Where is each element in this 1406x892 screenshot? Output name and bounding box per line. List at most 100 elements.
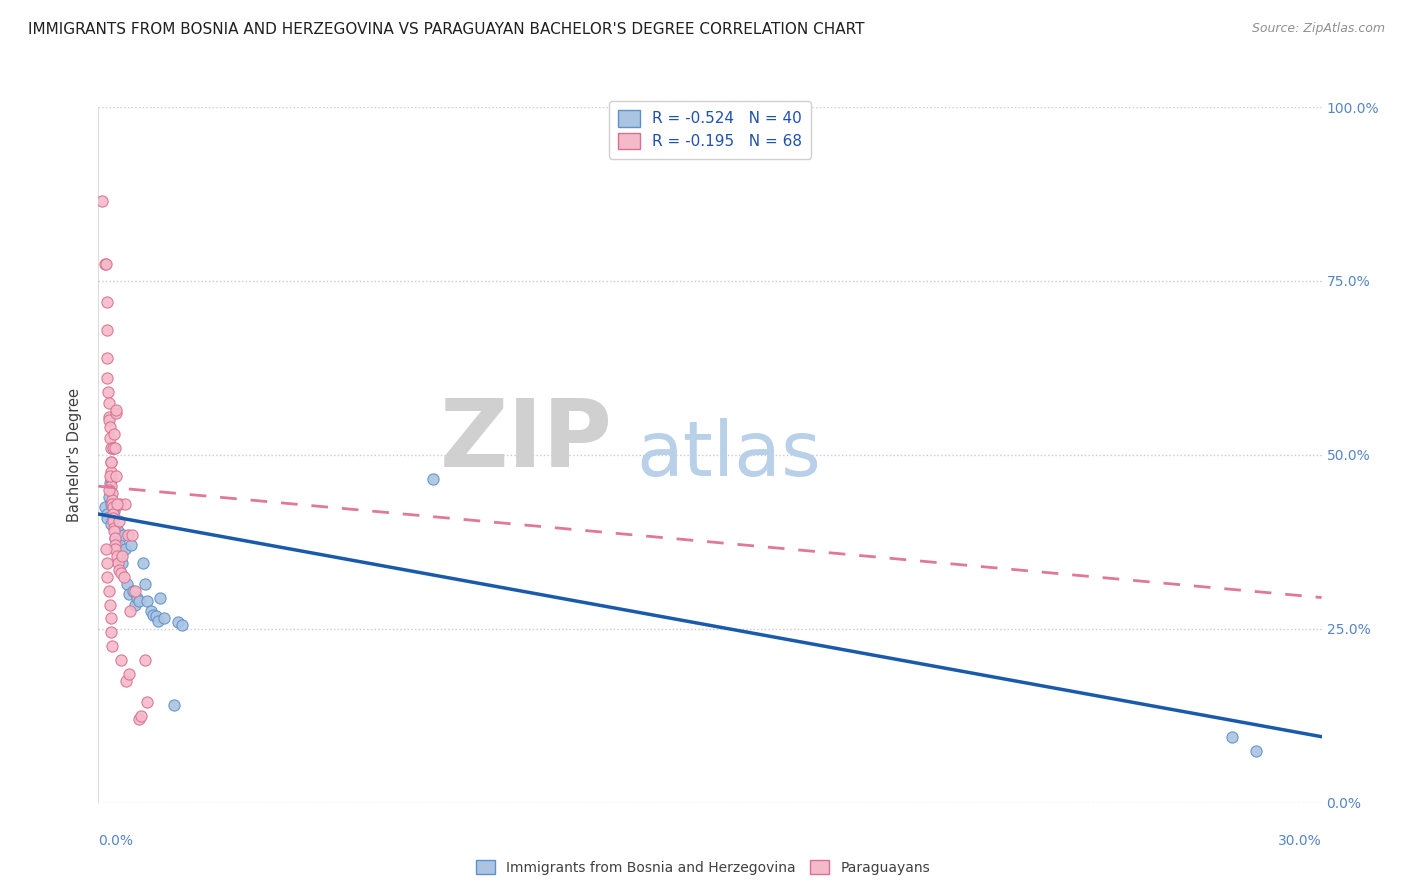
Point bbox=[97, 583, 120, 598]
Point bbox=[96, 556, 118, 570]
Point bbox=[97, 385, 120, 400]
Text: Source: ZipAtlas.com: Source: ZipAtlas.com bbox=[1251, 22, 1385, 36]
Legend: R = -0.524   N = 40, R = -0.195   N = 68: R = -0.524 N = 40, R = -0.195 N = 68 bbox=[609, 101, 811, 159]
Point bbox=[101, 497, 124, 511]
Point bbox=[145, 609, 167, 624]
Point bbox=[104, 406, 127, 420]
Point bbox=[101, 639, 124, 653]
Point bbox=[100, 472, 122, 486]
Point bbox=[93, 500, 115, 514]
Point bbox=[103, 524, 125, 539]
Point bbox=[104, 497, 127, 511]
Point bbox=[1220, 730, 1243, 744]
Point bbox=[97, 490, 120, 504]
Point bbox=[120, 605, 142, 619]
Point bbox=[96, 323, 118, 337]
Point bbox=[115, 576, 138, 591]
Text: ZIP: ZIP bbox=[439, 395, 612, 487]
Point bbox=[134, 653, 156, 667]
Point bbox=[104, 468, 127, 483]
Point bbox=[100, 497, 122, 511]
Point bbox=[105, 538, 128, 552]
Point bbox=[100, 441, 122, 455]
Point bbox=[100, 611, 122, 625]
Point bbox=[101, 510, 124, 524]
Point bbox=[142, 607, 165, 622]
Point bbox=[111, 528, 134, 542]
Point bbox=[136, 695, 159, 709]
Point bbox=[110, 566, 132, 581]
Point bbox=[141, 605, 163, 619]
Point bbox=[146, 614, 169, 628]
Point bbox=[103, 521, 125, 535]
Point bbox=[110, 545, 132, 559]
Text: IMMIGRANTS FROM BOSNIA AND HERZEGOVINA VS PARAGUAYAN BACHELOR'S DEGREE CORRELATI: IMMIGRANTS FROM BOSNIA AND HERZEGOVINA V… bbox=[28, 22, 865, 37]
Text: atlas: atlas bbox=[637, 418, 821, 491]
Point bbox=[101, 500, 124, 514]
Point bbox=[93, 256, 115, 270]
Point bbox=[105, 402, 128, 417]
Point bbox=[96, 570, 118, 584]
Point bbox=[100, 455, 122, 469]
Point bbox=[114, 497, 136, 511]
Point bbox=[107, 524, 129, 539]
Point bbox=[128, 594, 150, 608]
Point bbox=[104, 441, 127, 455]
Point bbox=[100, 625, 122, 640]
Point bbox=[100, 479, 122, 493]
Point bbox=[111, 556, 134, 570]
Point bbox=[96, 510, 118, 524]
Point bbox=[104, 532, 127, 546]
Y-axis label: Bachelor's Degree: Bachelor's Degree bbox=[67, 388, 83, 522]
Point bbox=[101, 507, 124, 521]
Point bbox=[104, 538, 127, 552]
Legend: Immigrants from Bosnia and Herzegovina, Paraguayans: Immigrants from Bosnia and Herzegovina, … bbox=[470, 855, 936, 880]
Point bbox=[127, 591, 149, 605]
Point bbox=[98, 468, 121, 483]
Point bbox=[96, 351, 118, 365]
Point bbox=[101, 486, 124, 500]
Point bbox=[105, 497, 128, 511]
Point bbox=[100, 466, 122, 480]
Point bbox=[167, 615, 190, 629]
Point bbox=[117, 528, 139, 542]
Point bbox=[98, 420, 121, 434]
Text: 30.0%: 30.0% bbox=[1278, 834, 1322, 848]
Point bbox=[122, 583, 145, 598]
Point bbox=[98, 598, 121, 612]
Point bbox=[94, 541, 117, 556]
Point bbox=[149, 591, 172, 605]
Point bbox=[134, 576, 156, 591]
Point bbox=[110, 653, 132, 667]
Point bbox=[136, 594, 159, 608]
Point bbox=[96, 371, 118, 385]
Point bbox=[170, 618, 193, 632]
Point bbox=[101, 514, 124, 528]
Point bbox=[97, 483, 120, 497]
Point bbox=[98, 475, 121, 490]
Point bbox=[101, 493, 124, 508]
Point bbox=[124, 598, 146, 612]
Point bbox=[111, 549, 134, 563]
Point bbox=[96, 294, 118, 309]
Point bbox=[104, 532, 127, 546]
Point bbox=[100, 517, 122, 532]
Point bbox=[108, 535, 131, 549]
Point bbox=[114, 541, 136, 556]
Point bbox=[103, 427, 125, 442]
Point bbox=[118, 587, 141, 601]
Point bbox=[98, 413, 121, 427]
Point bbox=[104, 541, 127, 556]
Point bbox=[98, 431, 121, 445]
Point bbox=[100, 455, 122, 469]
Point bbox=[1246, 744, 1268, 758]
Point bbox=[103, 503, 125, 517]
Point bbox=[163, 698, 186, 713]
Point bbox=[118, 667, 141, 681]
Point bbox=[124, 583, 146, 598]
Point bbox=[108, 563, 131, 577]
Point bbox=[101, 441, 124, 455]
Point bbox=[107, 556, 129, 570]
Point bbox=[94, 256, 117, 270]
Point bbox=[152, 611, 174, 625]
